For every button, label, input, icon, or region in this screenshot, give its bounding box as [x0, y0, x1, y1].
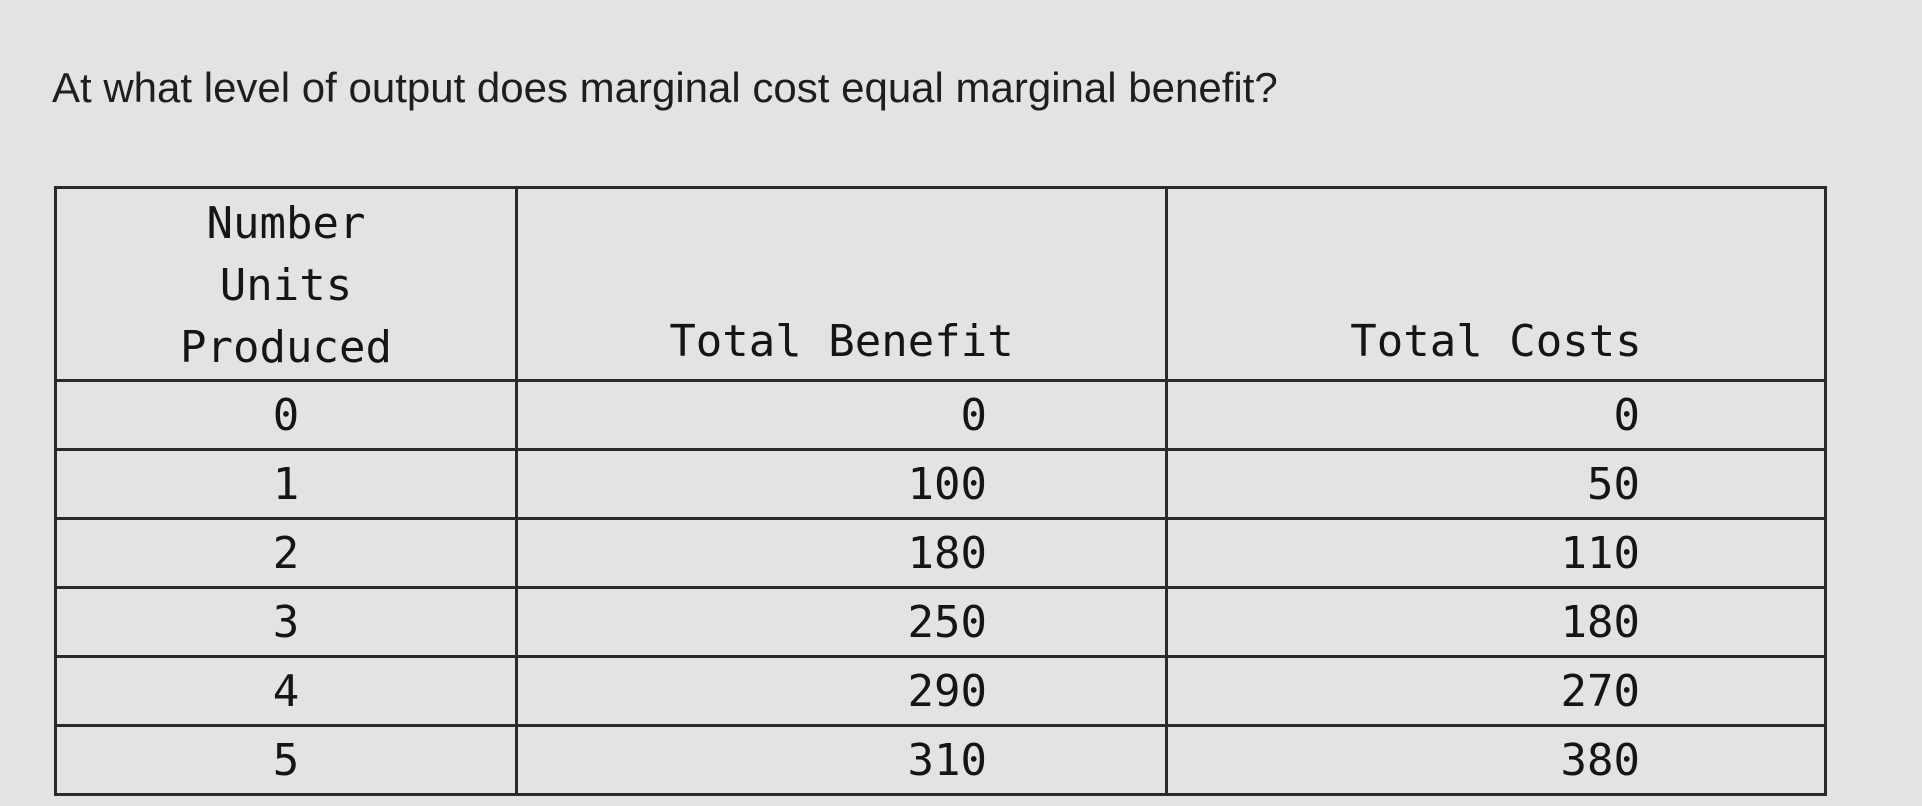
column-header: Total Costs	[1165, 186, 1827, 382]
header-text: Number Units Produced	[180, 198, 392, 373]
table-cell: 2	[54, 517, 518, 589]
table-row: 4 290 270	[54, 655, 1827, 727]
table-body: 0 0 0 1 100 50 2 180 110 3 250 180 4 290 270 5 310 380	[54, 379, 1827, 796]
table-row: 1 100 50	[54, 448, 1827, 520]
table-cell: 290	[515, 655, 1168, 727]
table-cell: 5	[54, 724, 518, 796]
table-cell: 50	[1165, 448, 1827, 520]
column-header: Total Benefit	[515, 186, 1168, 382]
column-header: Number Units Produced	[54, 186, 518, 382]
table-row: 3 250 180	[54, 586, 1827, 658]
header-text: Total Costs	[1350, 316, 1642, 367]
table-row: 5 310 380	[54, 724, 1827, 796]
table-cell: 1	[54, 448, 518, 520]
header-text: Total Benefit	[669, 316, 1014, 367]
table-cell: 310	[515, 724, 1168, 796]
table-cell: 180	[1165, 586, 1827, 658]
table-cell: 380	[1165, 724, 1827, 796]
table-cell: 270	[1165, 655, 1827, 727]
data-table: Number Units Produced Total Benefit Total …	[54, 186, 1827, 796]
question: At what level of output does marginal co…	[52, 64, 1278, 111]
table-cell: 100	[515, 448, 1168, 520]
header-row: Number Units Produced Total Benefit Total …	[54, 186, 1827, 382]
table-cell: 4	[54, 655, 518, 727]
table-cell: 3	[54, 586, 518, 658]
table-head: Number Units Produced Total Benefit Total …	[54, 186, 1827, 382]
table-cell: 180	[515, 517, 1168, 589]
table-cell: 0	[515, 379, 1168, 451]
table-cell: 0	[54, 379, 518, 451]
table-cell: 0	[1165, 379, 1827, 451]
table-cell: 250	[515, 586, 1168, 658]
table-row: 2 180 110	[54, 517, 1827, 589]
table-cell: 110	[1165, 517, 1827, 589]
